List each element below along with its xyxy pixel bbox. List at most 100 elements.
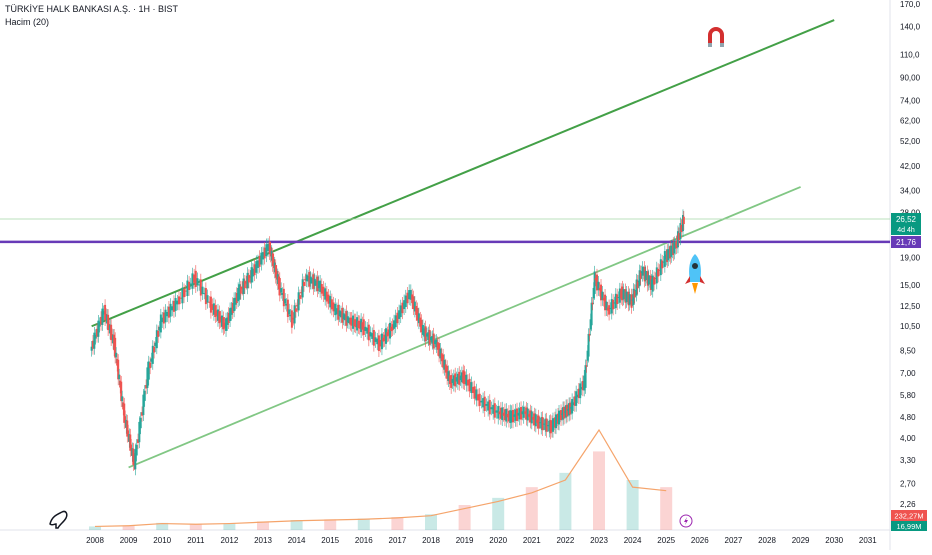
price-candle [343,314,346,321]
price-candle [115,352,118,358]
x-tick-label: 2028 [758,536,776,545]
price-candle [406,292,409,304]
price-candle [669,246,672,259]
price-candle [593,271,596,294]
price-candle [272,259,275,269]
price-candle [562,407,565,420]
price-candle [188,281,191,291]
price-candle [413,301,416,312]
price-candle [153,346,156,353]
price-candle [592,287,595,299]
price-candle [516,408,519,421]
price-candle [674,244,677,249]
price-candle [671,247,674,253]
x-tick-label: 2023 [590,536,608,545]
price-candle [110,324,113,341]
volume-bar [357,518,370,530]
y-tick-label: 74,00 [900,96,921,105]
price-candle [132,448,135,465]
price-candle [158,326,161,331]
price-candle [269,247,272,257]
price-candle [250,267,253,283]
price-candle [130,444,133,451]
y-tick-label: 5,80 [900,391,916,400]
y-tick-label: 7,00 [900,369,916,378]
price-candle [477,394,480,401]
price-candle [155,330,158,349]
price-candle [346,316,349,323]
price-candle [434,340,437,345]
price-candle [416,308,419,321]
price-candle [383,334,386,341]
price-candle [563,406,566,419]
price-candle [552,423,555,425]
price-candle [112,334,115,344]
price-candle [600,284,603,301]
price-candle [590,302,593,326]
price-candle [142,394,145,416]
price-candle [620,288,623,299]
price-candle [126,420,129,437]
x-tick-label: 2030 [825,536,843,545]
price-candle [374,337,377,342]
price-candle [134,449,137,470]
y-tick-label: 4,80 [900,413,916,422]
price-candle [251,268,254,277]
price-candle [443,359,446,370]
price-candle [215,310,218,316]
price-candle [119,380,122,388]
price-candle [171,306,174,311]
price-candle [624,289,627,303]
price-candle [419,317,422,327]
price-candle [141,412,144,416]
price-candle [544,419,547,430]
price-candle [367,324,370,341]
price-candle [666,249,669,262]
price-candle [403,300,406,310]
price-candle [455,377,458,382]
price-candle [654,277,657,279]
price-candle [528,414,531,417]
price-candle [391,324,394,331]
price-candle [366,327,369,334]
price-candle [430,336,432,341]
price-candle [639,271,642,280]
volume-bar [290,520,303,530]
price-candle [275,270,278,280]
price-candle [399,305,402,318]
price-candle [129,434,132,451]
price-candle [514,409,517,421]
price-candle [360,318,363,333]
price-candle [635,279,638,296]
price-candle [566,404,569,417]
price-candle [538,422,541,424]
price-candle [651,275,654,292]
price-candle [548,420,551,432]
price-candle [216,309,219,321]
price-candle [357,320,360,328]
price-candle [198,284,201,286]
price-candle [339,311,342,318]
price-candle [524,411,527,414]
price-candle [511,409,514,423]
price-candle [530,411,533,424]
price-candle [292,317,295,320]
price-candle [470,382,473,394]
price-candle [401,302,404,314]
price-candle [317,280,320,289]
price-candle [551,418,554,432]
price-candle [93,332,96,349]
x-tick-label: 2013 [254,536,272,545]
price-candle [253,264,256,276]
price-candle [553,417,556,428]
price-candle [219,316,222,322]
price-candle [485,404,488,406]
x-tick-label: 2019 [456,536,474,545]
price-candle [632,288,635,305]
price-candle [559,416,562,418]
price-candle [644,270,647,281]
price-candle [91,340,94,349]
price-candle [135,444,138,456]
